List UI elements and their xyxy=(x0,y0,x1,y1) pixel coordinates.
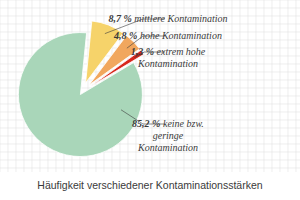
svg-text:Häufigkeit verschiedener Konta: Häufigkeit verschiedener Kontaminationss… xyxy=(37,179,262,191)
svg-text:8,7 % mittlere Kontamination: 8,7 % mittlere Kontamination xyxy=(108,13,227,24)
svg-text:Kontamination: Kontamination xyxy=(137,58,198,69)
svg-text:1,3 % extrem hohe: 1,3 % extrem hohe xyxy=(131,46,206,57)
svg-text:85,2 % keine bzw.: 85,2 % keine bzw. xyxy=(132,118,204,129)
svg-text:4,8 % hohe Kontamination: 4,8 % hohe Kontamination xyxy=(113,30,222,41)
svg-text:Kontamination: Kontamination xyxy=(137,142,198,153)
svg-text:geringe: geringe xyxy=(153,130,184,141)
